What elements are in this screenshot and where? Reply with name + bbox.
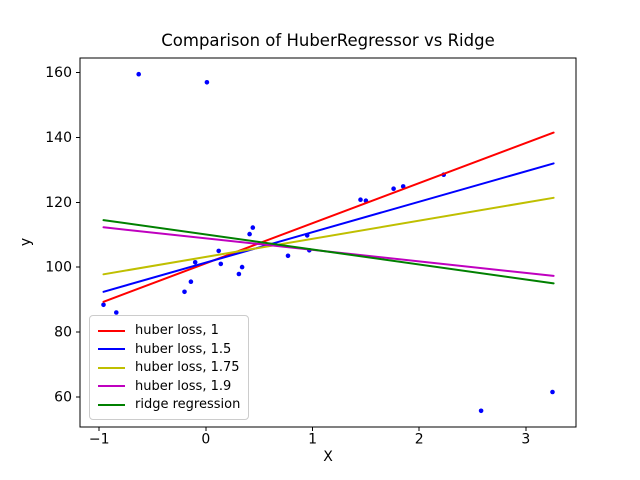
legend-label: huber loss, 1 [135, 323, 219, 338]
y-tick-label: 140 [45, 130, 72, 146]
scatter-point [216, 248, 221, 254]
x-tick-label: 2 [415, 432, 424, 448]
x-axis-label: X [323, 449, 333, 465]
x-tick-label: 1 [308, 432, 317, 448]
scatter-point [101, 302, 106, 308]
legend-entry: huber loss, 1.9 [98, 379, 240, 394]
x-tick-label: 3 [521, 432, 530, 448]
scatter-point [136, 71, 141, 77]
y-axis-label: y [18, 237, 35, 247]
scatter-point [236, 271, 242, 277]
scatter-point [204, 80, 210, 85]
scatter-point [247, 231, 252, 237]
legend-label: huber loss, 1.9 [135, 378, 232, 394]
scatter-point [192, 260, 198, 265]
scatter-point [250, 225, 256, 230]
regression-line [102, 162, 555, 293]
scatter-point [182, 289, 187, 295]
legend-entry: ridge regression [98, 397, 240, 412]
regression-line [102, 131, 555, 303]
legend-line-swatch [98, 329, 125, 332]
y-tick-label: 120 [45, 195, 72, 211]
legend-line-swatch [98, 385, 125, 387]
legend-entry: huber loss, 1.5 [98, 342, 240, 357]
scatter-point [400, 184, 406, 189]
y-tick-label: 80 [54, 324, 72, 340]
legend-line-swatch [98, 403, 125, 406]
legend-label: ridge regression [135, 397, 241, 412]
x-tick-label: −1 [89, 432, 110, 448]
legend-label: huber loss, 1.75 [135, 360, 240, 375]
x-tick-label: 0 [201, 432, 210, 448]
scatter-point [550, 389, 555, 395]
scatter-point [358, 197, 363, 202]
legend: huber loss, 1 huber loss, 1.5 huber loss, … [89, 315, 249, 420]
regression-line [102, 219, 555, 285]
scatter-point [391, 186, 396, 191]
legend-line-swatch [98, 366, 125, 369]
regression-line [102, 196, 555, 276]
scatter-point [218, 261, 224, 267]
scatter-point [478, 408, 484, 414]
legend-entry: huber loss, 1 [98, 323, 240, 338]
chart-title: Comparison of HuberRegressor vs Ridge [161, 31, 495, 50]
scatter-point [239, 264, 245, 270]
scatter-point [285, 253, 291, 259]
legend-line-swatch [98, 348, 125, 350]
legend-entry: huber loss, 1.75 [98, 360, 240, 375]
legend-label: huber loss, 1.5 [135, 341, 232, 357]
scatter-point [114, 310, 119, 315]
y-tick-label: 100 [45, 260, 72, 276]
scatter-point [188, 279, 194, 285]
y-tick-label: 60 [54, 389, 72, 405]
axes-frame [79, 57, 577, 428]
y-tick-label: 160 [45, 65, 72, 81]
